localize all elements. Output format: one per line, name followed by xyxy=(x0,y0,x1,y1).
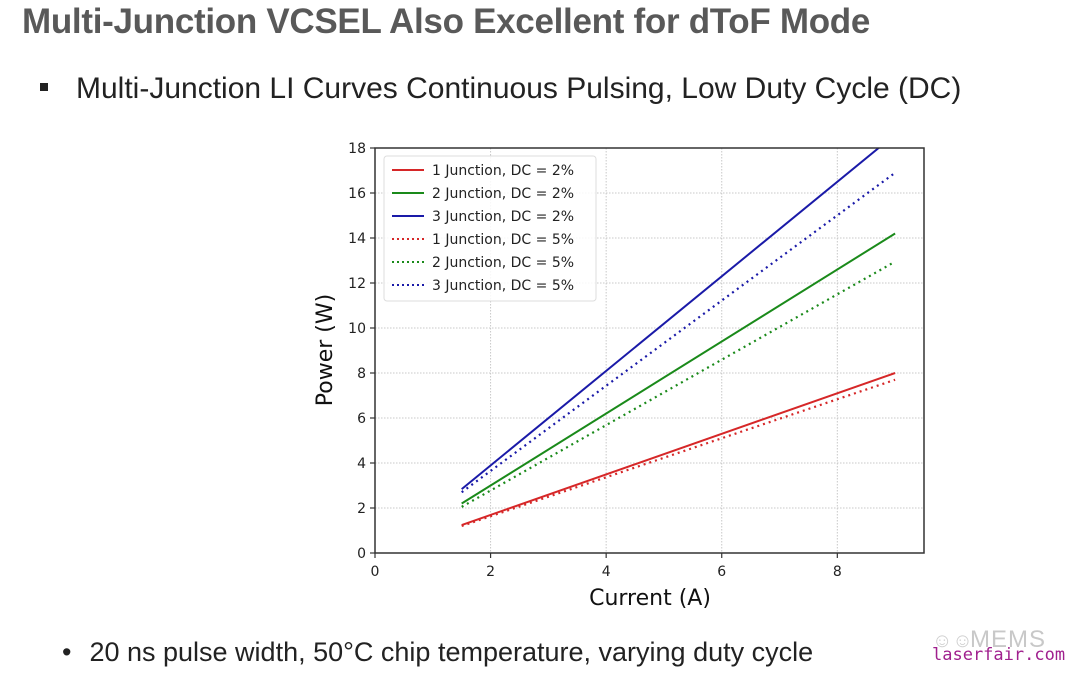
x-tick-label: 8 xyxy=(833,564,842,580)
bullet-dot-icon: • xyxy=(62,637,72,667)
slide-title: Multi-Junction VCSEL Also Excellent for … xyxy=(22,2,871,41)
legend-label-4: 1 Junction, DC = 5% xyxy=(432,232,574,248)
main-bullet-text: Multi-Junction LI Curves Continuous Puls… xyxy=(76,72,962,105)
series-lines xyxy=(461,148,896,528)
y-tick-label: 18 xyxy=(348,141,366,157)
y-tick-label: 8 xyxy=(357,366,366,382)
note-bullet-text: 20 ns pulse width, 50°C chip temperature… xyxy=(89,637,814,667)
watermark-site: laserfair.com xyxy=(932,645,1066,665)
plot-frame xyxy=(374,147,925,554)
y-tick-label: 12 xyxy=(348,276,366,292)
square-bullet-icon xyxy=(40,83,48,92)
y-axis-label: Power (W) xyxy=(313,294,338,406)
x-tick-label: 0 xyxy=(371,564,380,580)
legend-label-5: 2 Junction, DC = 5% xyxy=(432,255,574,271)
x-tick-label: 6 xyxy=(717,564,726,580)
legend-box xyxy=(383,155,597,302)
watermark-brand: MEMS xyxy=(970,626,1046,653)
y-tick-label: 14 xyxy=(348,231,366,247)
series-line-4 xyxy=(461,378,896,528)
note-bullet: • 20 ns pulse width, 50°C chip temperatur… xyxy=(62,637,813,668)
axis-ticks: 0 2 4 6 8 0 2 4 6 8 10 12 14 16 18 xyxy=(348,141,842,580)
y-tick-label: 16 xyxy=(348,186,366,202)
y-tick-label: 10 xyxy=(348,321,366,337)
smiley-icon: ☺☺ xyxy=(932,630,973,652)
x-tick-label: 4 xyxy=(602,564,611,580)
y-tick-label: 2 xyxy=(357,501,366,517)
legend: 1 Junction, DC = 2% 2 Junction, DC = 2% 3 … xyxy=(383,155,597,302)
x-tick-label: 2 xyxy=(486,564,495,580)
legend-label-2: 2 Junction, DC = 2% xyxy=(432,186,574,202)
y-tick-label: 6 xyxy=(357,411,366,427)
legend-label-1: 1 Junction, DC = 2% xyxy=(432,163,574,179)
main-bullet: Multi-Junction LI Curves Continuous Puls… xyxy=(40,72,961,106)
series-line-3 xyxy=(461,148,881,490)
series-line-5 xyxy=(461,260,896,508)
y-tick-label: 0 xyxy=(357,546,366,562)
legend-label-3: 3 Junction, DC = 2% xyxy=(432,209,574,225)
series-line-1 xyxy=(461,372,896,527)
y-tick-label: 4 xyxy=(357,456,366,472)
x-axis-label: Current (A) xyxy=(589,586,711,611)
legend-label-6: 3 Junction, DC = 5% xyxy=(432,278,574,294)
series-line-2 xyxy=(461,232,896,505)
